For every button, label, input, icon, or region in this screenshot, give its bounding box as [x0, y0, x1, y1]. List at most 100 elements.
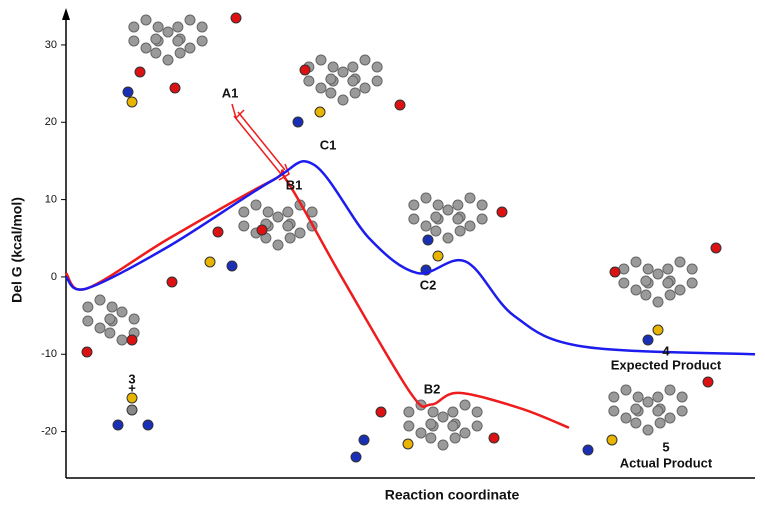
atom	[360, 83, 370, 93]
atom	[423, 235, 433, 245]
atom	[675, 257, 685, 267]
atom	[251, 200, 261, 210]
atom	[257, 225, 267, 235]
atom	[404, 421, 414, 431]
atom	[95, 295, 105, 305]
atom	[295, 228, 305, 238]
y-tick-label: 20	[45, 116, 57, 128]
atom	[653, 297, 663, 307]
atom	[477, 214, 487, 224]
atom	[273, 240, 283, 250]
atom	[153, 22, 163, 32]
atom	[448, 407, 458, 417]
atom	[151, 48, 161, 58]
atom	[641, 290, 651, 300]
atom	[465, 193, 475, 203]
atom	[477, 200, 487, 210]
atom	[129, 314, 139, 324]
atom	[338, 67, 348, 77]
atom	[348, 62, 358, 72]
atom	[621, 385, 631, 395]
atom	[151, 34, 161, 44]
atom	[205, 257, 215, 267]
x-axis-label: Reaction coordinate	[385, 487, 520, 503]
atom	[453, 214, 463, 224]
atom	[665, 385, 675, 395]
atom	[460, 428, 470, 438]
atom	[185, 43, 195, 53]
atom	[431, 212, 441, 222]
energy-curve	[66, 161, 755, 354]
atom	[350, 88, 360, 98]
atom	[610, 267, 620, 277]
atom	[497, 207, 507, 217]
atom	[117, 335, 127, 345]
atom	[583, 445, 593, 455]
atom	[653, 392, 663, 402]
atom	[416, 428, 426, 438]
atom	[360, 55, 370, 65]
atom	[326, 88, 336, 98]
atom	[653, 269, 663, 279]
annotation: 4	[662, 343, 670, 358]
atom	[609, 406, 619, 416]
atom	[465, 221, 475, 231]
y-axis-arrow	[62, 8, 70, 20]
atom	[675, 285, 685, 295]
y-tick-label: 10	[45, 194, 57, 206]
atom	[663, 278, 673, 288]
atom	[82, 347, 92, 357]
atom	[443, 205, 453, 215]
atom	[607, 435, 617, 445]
atom	[711, 243, 721, 253]
atom	[489, 433, 499, 443]
atom	[655, 418, 665, 428]
atom	[395, 100, 405, 110]
atom	[113, 420, 123, 430]
atom	[127, 335, 137, 345]
atom	[665, 290, 675, 300]
atom	[633, 392, 643, 402]
atom	[433, 251, 443, 261]
atom	[409, 200, 419, 210]
annotation: B2	[424, 381, 441, 396]
atom	[107, 302, 117, 312]
atom	[455, 226, 465, 236]
atom	[453, 200, 463, 210]
atom	[677, 406, 687, 416]
atom	[376, 407, 386, 417]
atom	[472, 407, 482, 417]
atom	[663, 264, 673, 274]
atom	[316, 83, 326, 93]
atom	[438, 412, 448, 422]
annotation: 5	[662, 439, 669, 454]
atom	[105, 314, 115, 324]
double-arrow	[232, 104, 289, 180]
atom	[431, 226, 441, 236]
y-tick-label: -20	[41, 426, 57, 438]
atom	[163, 55, 173, 65]
atom	[653, 406, 663, 416]
atom	[677, 392, 687, 402]
molecules	[82, 13, 721, 462]
atom	[433, 200, 443, 210]
atom	[665, 413, 675, 423]
atom	[703, 377, 713, 387]
atom	[105, 328, 115, 338]
atom	[197, 22, 207, 32]
atom	[643, 335, 653, 345]
atom	[127, 97, 137, 107]
atom	[185, 15, 195, 25]
atom	[472, 421, 482, 431]
atom	[129, 22, 139, 32]
atom	[123, 87, 133, 97]
atom	[372, 62, 382, 72]
atom	[143, 420, 153, 430]
atom	[316, 55, 326, 65]
atom	[348, 76, 358, 86]
atom	[338, 95, 348, 105]
atom	[643, 264, 653, 274]
atom	[285, 233, 295, 243]
atom	[315, 107, 325, 117]
atom	[426, 419, 436, 429]
